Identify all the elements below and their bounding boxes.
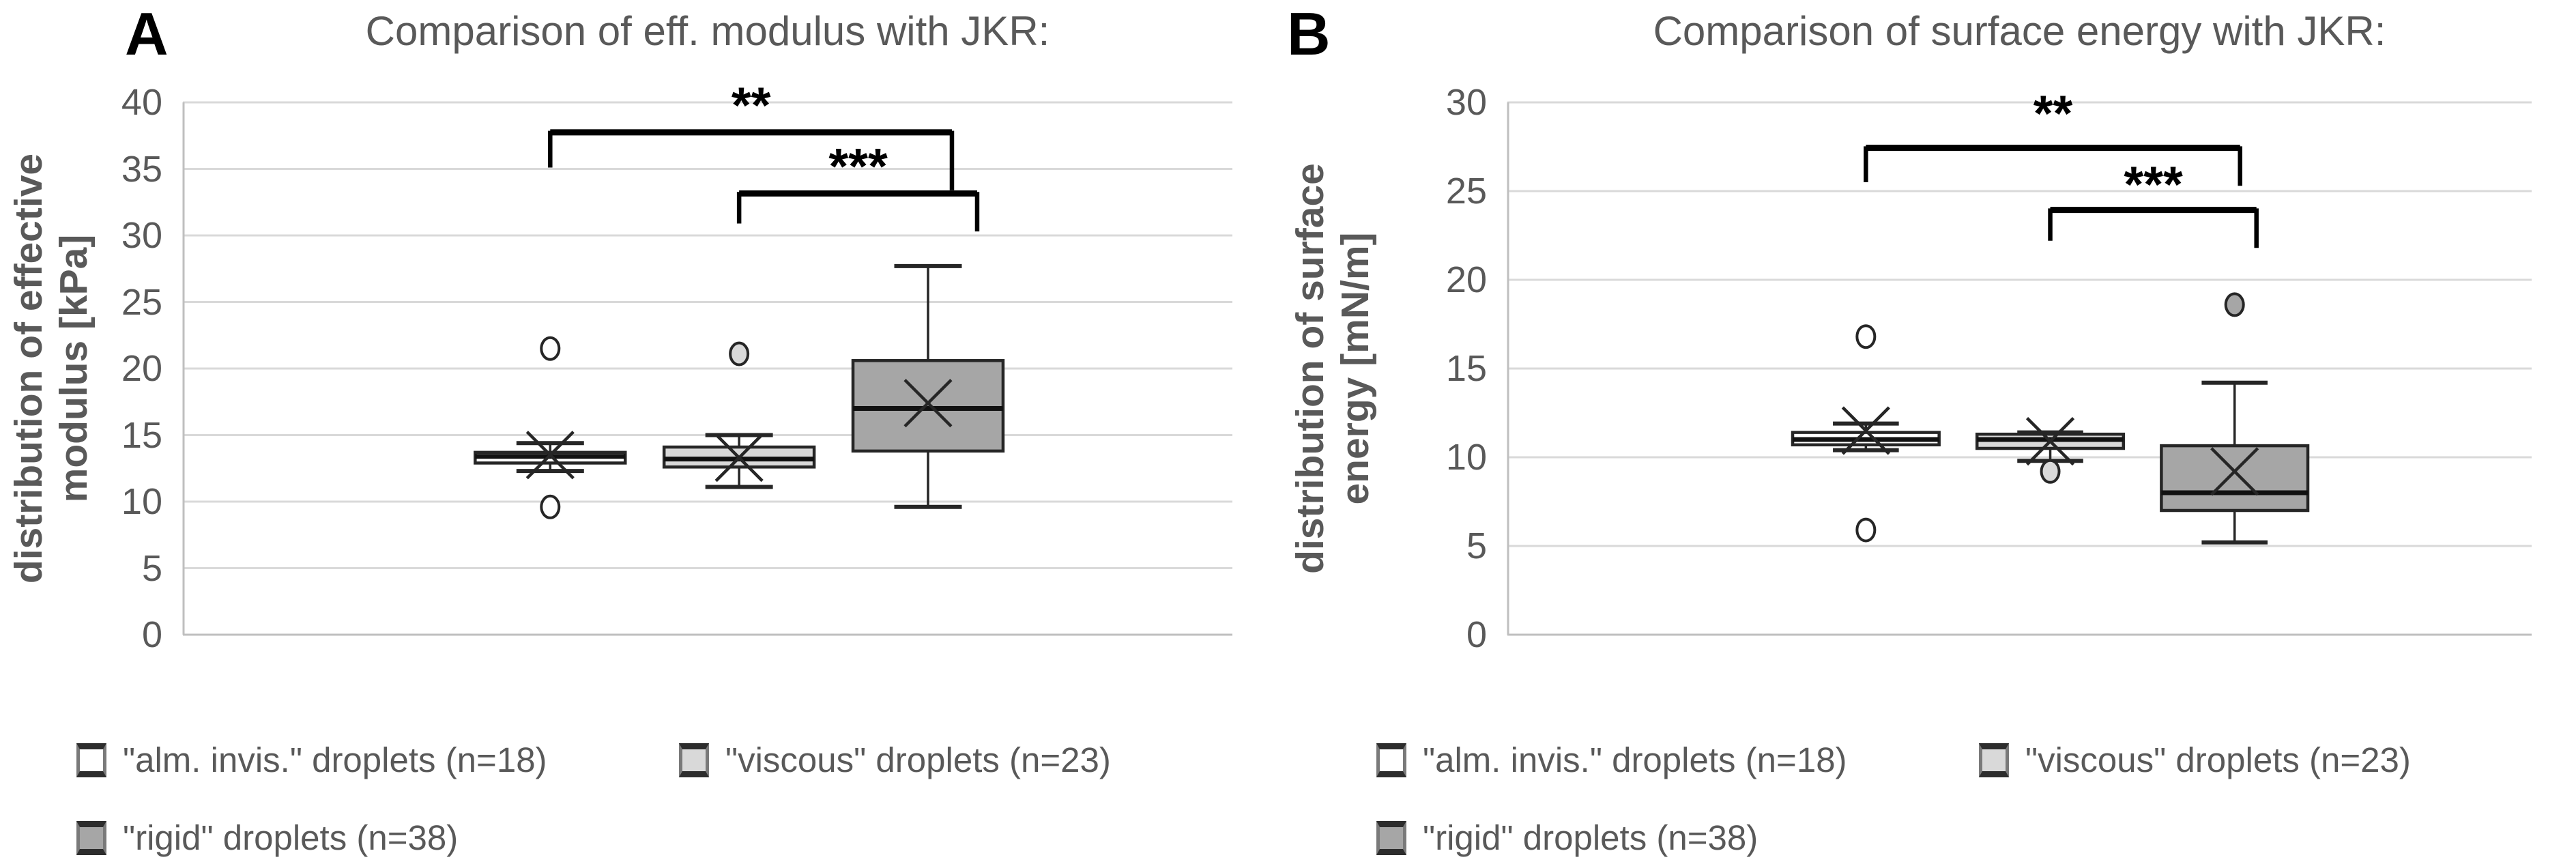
legend-item: "rigid" droplets (n=38) bbox=[1376, 816, 1758, 860]
outlier-marker bbox=[2224, 292, 2245, 317]
y-tick-label: 20 bbox=[1445, 259, 1487, 300]
mean-x-marker bbox=[2210, 447, 2259, 496]
y-axis-label-b-line1: distribution of surface bbox=[1288, 163, 1333, 574]
significance-label: ** bbox=[2034, 85, 2073, 142]
mean-x-marker bbox=[525, 431, 575, 480]
outlier-marker bbox=[1855, 517, 1877, 543]
y-tick-label: 10 bbox=[1445, 437, 1487, 478]
significance-bracket bbox=[736, 192, 980, 232]
outlier-marker bbox=[540, 494, 561, 519]
legend-label: "alm. invis." droplets (n=18) bbox=[123, 740, 547, 779]
legend-swatch bbox=[1979, 743, 2009, 777]
legend-item: "rigid" droplets (n=38) bbox=[76, 816, 458, 860]
mean-x-marker bbox=[903, 379, 953, 428]
plot-area-b: ** *** 0 5 10 15 20 25 30 bbox=[1446, 82, 2532, 655]
legend-item: "viscous" droplets (n=23) bbox=[1979, 738, 2411, 782]
outlier-marker bbox=[1855, 324, 1877, 349]
y-tick-label: 0 bbox=[141, 614, 162, 655]
legend-item: "alm. invis." droplets (n=18) bbox=[1376, 738, 1847, 782]
chart-title-b: Comparison of surface energy with JKR: bbox=[1653, 8, 2386, 54]
y-tick-label: 15 bbox=[121, 414, 162, 456]
y-axis-label-b: distribution of surface energy [mN/m] bbox=[1282, 102, 1384, 635]
legend-label: "viscous" droplets (n=23) bbox=[2025, 740, 2411, 779]
significance-bracket bbox=[2048, 208, 2259, 248]
legend-swatch bbox=[76, 743, 106, 777]
y-axis-label-a-line1: distribution of effective bbox=[7, 153, 51, 584]
legend-swatch bbox=[1376, 821, 1406, 855]
panel-letter-b: B bbox=[1287, 0, 1331, 68]
y-tick-label: 30 bbox=[121, 215, 162, 256]
boxplot-svg: ***** bbox=[1507, 85, 2532, 636]
legend-swatch bbox=[1376, 743, 1406, 777]
legend-swatch bbox=[679, 743, 709, 777]
chart-title-a: Comparison of eff. modulus with JKR: bbox=[365, 8, 1050, 54]
significance-bracket bbox=[548, 130, 955, 190]
legend-item: "viscous" droplets (n=23) bbox=[679, 738, 1111, 782]
y-tick-label: 20 bbox=[121, 348, 162, 389]
mean-x-marker bbox=[2025, 417, 2075, 466]
outlier-marker bbox=[729, 341, 750, 366]
legend-swatch bbox=[76, 821, 106, 855]
box bbox=[851, 359, 1005, 453]
mean-x-marker bbox=[714, 433, 764, 483]
outlier-marker bbox=[2040, 459, 2061, 484]
legend-label: "rigid" droplets (n=38) bbox=[123, 818, 459, 857]
y-tick-label: 0 bbox=[1466, 614, 1487, 655]
legend-item: "alm. invis." droplets (n=18) bbox=[76, 738, 547, 782]
y-tick-label: 30 bbox=[1445, 82, 1487, 123]
box bbox=[2160, 444, 2310, 513]
plot-area-a: ** *** 0 5 10 15 20 25 30 35 40 bbox=[121, 76, 1232, 655]
y-axis-label-b-line2: energy [mN/m] bbox=[1333, 232, 1378, 505]
significance-label: ** bbox=[732, 76, 771, 133]
significance-label: *** bbox=[828, 138, 888, 195]
y-tick-label: 10 bbox=[121, 481, 162, 522]
y-tick-label: 5 bbox=[141, 547, 162, 589]
significance-label: *** bbox=[2124, 156, 2183, 213]
legend-label: "rigid" droplets (n=38) bbox=[1423, 818, 1759, 857]
y-tick-label: 5 bbox=[1466, 525, 1487, 566]
y-tick-label: 25 bbox=[1445, 171, 1487, 212]
y-tick-label: 35 bbox=[121, 148, 162, 190]
legend-label: "alm. invis." droplets (n=18) bbox=[1423, 740, 1847, 779]
outlier-marker bbox=[540, 336, 561, 361]
y-tick-label: 40 bbox=[121, 82, 162, 123]
mean-x-marker bbox=[1841, 406, 1890, 455]
y-tick-label: 15 bbox=[1445, 348, 1487, 389]
y-tick-label: 25 bbox=[121, 281, 162, 323]
significance-bracket bbox=[1864, 146, 2242, 186]
boxplot-svg: ***** bbox=[182, 76, 1232, 636]
legend-label: "viscous" droplets (n=23) bbox=[725, 740, 1111, 779]
panel-letter-a: A bbox=[125, 0, 169, 68]
